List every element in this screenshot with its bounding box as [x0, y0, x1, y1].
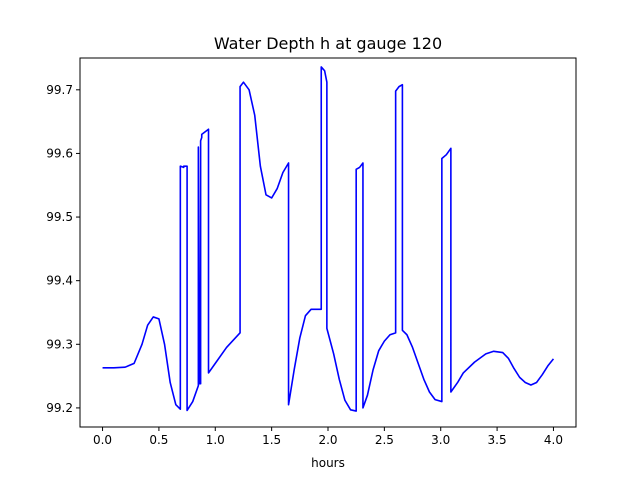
- x-tick-label: 0.5: [149, 433, 168, 447]
- y-tick-label: 99.4: [46, 274, 73, 288]
- y-tick-label: 99.2: [46, 401, 73, 415]
- y-axis-ticks: 99.2 99.3 99.4 99.5 99.6 99.7: [46, 83, 80, 415]
- x-tick-label: 0.0: [93, 433, 112, 447]
- series-line-0: [102, 66, 555, 412]
- y-tick-label: 99.3: [46, 337, 73, 351]
- x-tick-label: 1.0: [206, 433, 225, 447]
- x-tick-label: 3.0: [431, 433, 450, 447]
- x-tick-label: 3.5: [488, 433, 507, 447]
- y-tick-label: 99.6: [46, 146, 73, 160]
- plot-area: [102, 66, 555, 412]
- x-tick-label: 2.5: [375, 433, 394, 447]
- y-tick-label: 99.7: [46, 83, 73, 97]
- chart-title: Water Depth h at gauge 120: [214, 34, 442, 53]
- axes-frame: [79, 57, 577, 428]
- x-axis-label: hours: [311, 456, 345, 470]
- x-axis-ticks: 0.0 0.5 1.0 1.5 2.0 2.5 3.0 3.5 4.0: [93, 427, 563, 447]
- x-tick-label: 4.0: [544, 433, 563, 447]
- y-tick-label: 99.5: [46, 210, 73, 224]
- x-tick-label: 1.5: [262, 433, 281, 447]
- x-tick-label: 2.0: [318, 433, 337, 447]
